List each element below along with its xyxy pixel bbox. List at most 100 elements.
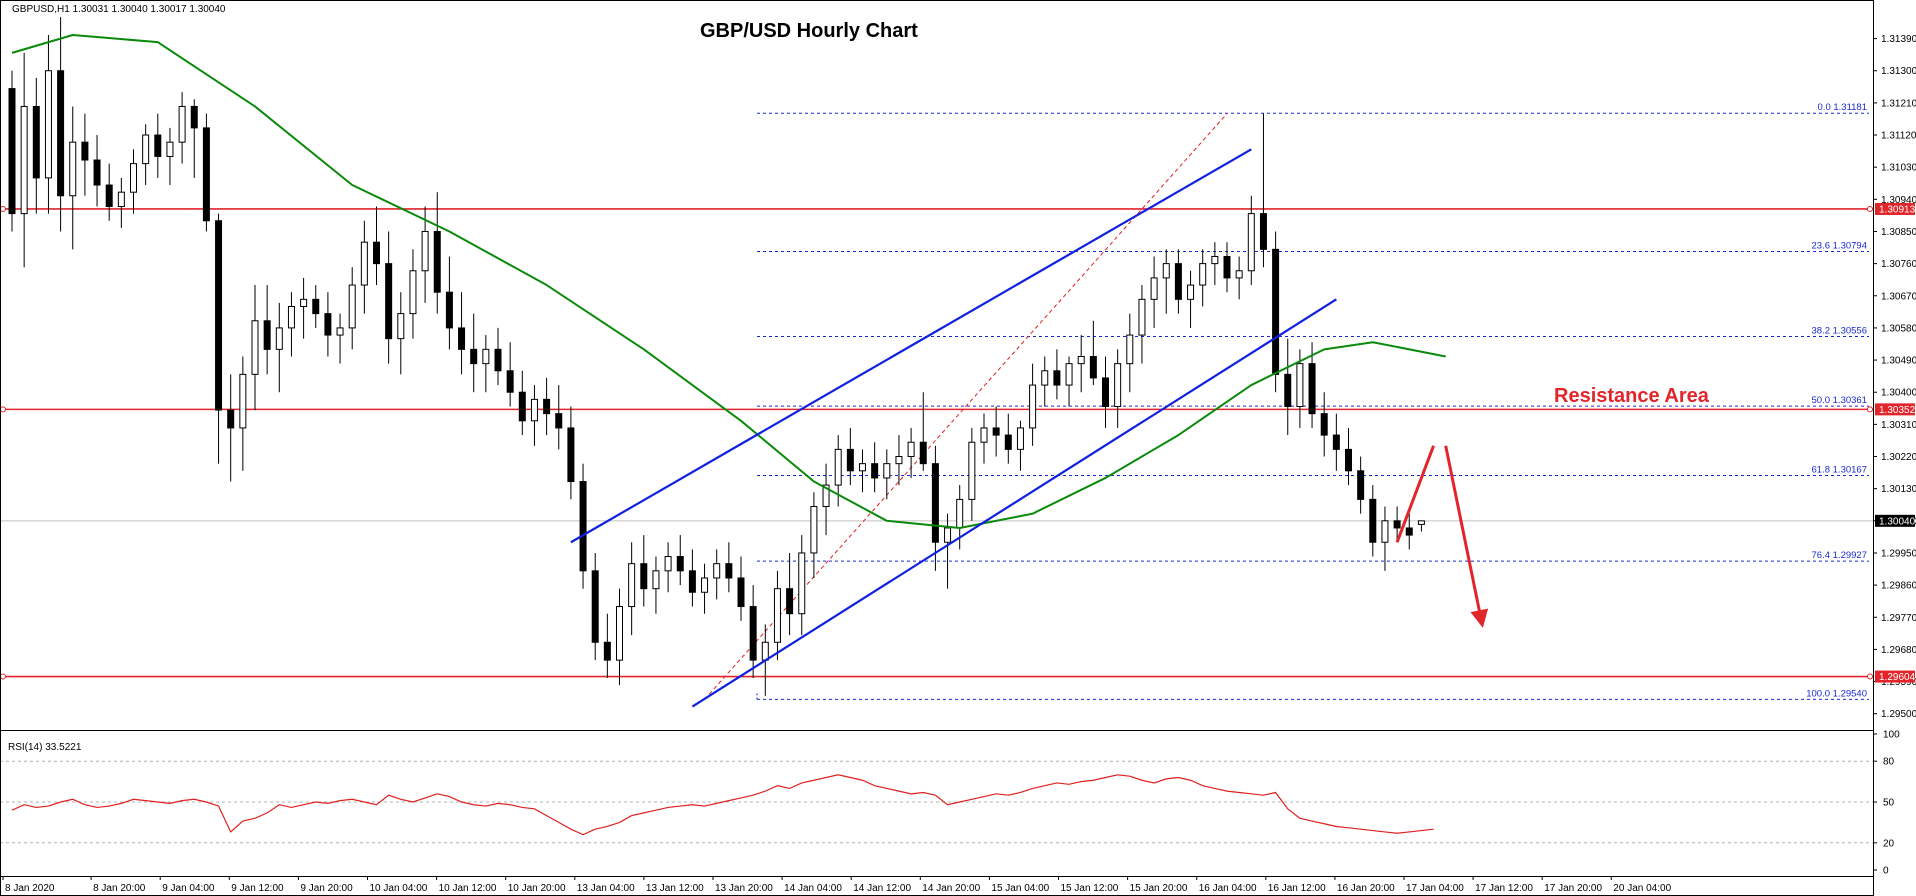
x-tick-label: 16 Jan 04:00 xyxy=(1199,883,1257,894)
x-tick-label: 16 Jan 12:00 xyxy=(1268,883,1326,894)
candle xyxy=(664,542,672,593)
candle xyxy=(1102,356,1109,428)
bull-candle-body xyxy=(798,552,806,615)
bull-candle-body xyxy=(142,134,150,165)
candle xyxy=(93,135,101,207)
bull-candle-body xyxy=(822,484,830,508)
bear-candle-body xyxy=(458,327,466,350)
bear-candle-body xyxy=(725,563,733,579)
chart-title: GBP/USD Hourly Chart xyxy=(700,20,918,42)
y-tick-label: 1.29950 xyxy=(1881,548,1916,559)
channel-upper-line xyxy=(570,148,1252,544)
level-anchor xyxy=(0,406,6,413)
candle xyxy=(1150,256,1158,328)
bull-candle-body xyxy=(287,305,295,329)
bull-candle-body xyxy=(336,327,344,336)
bear-candle-body xyxy=(1405,527,1413,536)
bull-candle-body xyxy=(251,320,259,375)
bear-candle-body xyxy=(1320,413,1328,436)
candle xyxy=(688,549,696,607)
bear-candle-body xyxy=(1102,377,1109,408)
y-tick-label: 1.29860 xyxy=(1881,581,1916,592)
candle xyxy=(482,335,490,393)
candle xyxy=(421,206,429,303)
resistance-area-label: Resistance Area xyxy=(1554,385,1709,407)
y-tick-label: 1.30760 xyxy=(1881,259,1916,270)
candle xyxy=(1138,285,1146,364)
x-tick-label: 8 Jan 20:00 xyxy=(93,883,146,894)
bull-candle-body xyxy=(178,105,186,143)
bear-candle-body xyxy=(992,427,1000,436)
candle xyxy=(822,463,830,536)
candle xyxy=(433,192,441,314)
bear-candle-body xyxy=(603,641,611,661)
candle xyxy=(1284,338,1292,436)
bear-candle-body xyxy=(57,70,65,197)
candle xyxy=(397,292,405,375)
candle xyxy=(1417,520,1425,532)
candle xyxy=(275,302,283,393)
bull-candle-body xyxy=(980,427,988,443)
bull-candle-body xyxy=(895,456,903,465)
bear-candle-body xyxy=(1259,213,1267,250)
candle xyxy=(676,535,684,586)
candle xyxy=(105,163,113,221)
candle xyxy=(385,231,393,364)
candle xyxy=(1126,313,1134,393)
candle xyxy=(202,113,210,232)
bear-candle-body xyxy=(543,398,551,415)
y-tick-label: 1.29500 xyxy=(1881,709,1916,720)
candle xyxy=(287,292,295,357)
candle xyxy=(1041,356,1049,407)
candle xyxy=(1296,349,1304,428)
bear-candle-body xyxy=(93,159,101,186)
candle xyxy=(786,552,794,636)
candle xyxy=(907,427,915,478)
bull-candle-body xyxy=(1150,277,1158,300)
candle xyxy=(154,113,162,178)
candle xyxy=(543,377,551,436)
x-tick-label: 13 Jan 20:00 xyxy=(715,883,773,894)
candle xyxy=(20,52,28,268)
candle xyxy=(1053,349,1061,400)
bear-candle-body xyxy=(749,606,757,661)
rsi-y-tick-label: 80 xyxy=(1883,757,1895,768)
rsi-y-tick-label: 20 xyxy=(1883,838,1895,849)
candle xyxy=(640,535,648,607)
y-tick-label: 1.30130 xyxy=(1881,484,1916,495)
bear-candle-body xyxy=(215,220,223,411)
bull-candle-body xyxy=(1041,370,1049,386)
candle xyxy=(871,442,879,493)
candle xyxy=(749,585,757,678)
candle xyxy=(494,327,502,386)
bear-candle-body xyxy=(688,570,696,593)
fib-diagonal xyxy=(704,113,1228,700)
bear-candle-body xyxy=(105,184,113,207)
candle xyxy=(1211,242,1219,286)
bull-candle-body xyxy=(907,441,915,458)
bull-candle-body xyxy=(713,563,721,579)
x-tick-label: 15 Jan 12:00 xyxy=(1061,883,1119,894)
x-tick-label: 14 Jan 04:00 xyxy=(784,883,842,894)
y-tick-label: 1.31030 xyxy=(1881,163,1916,174)
bull-candle-body xyxy=(482,348,490,365)
bull-candle-body xyxy=(810,506,818,554)
current-price-badge xyxy=(1875,514,1915,527)
bear-candle-body xyxy=(154,134,162,157)
x-tick-label: 10 Jan 12:00 xyxy=(439,883,497,894)
candle xyxy=(1259,113,1267,268)
bear-candle-body xyxy=(737,577,745,608)
fib-level-label: 61.8 1.30167 xyxy=(1812,464,1867,475)
bear-candle-body xyxy=(1004,434,1012,450)
bear-candle-body xyxy=(263,320,271,350)
bear-candle-body xyxy=(227,409,235,429)
fib-level-label: 23.6 1.30794 xyxy=(1812,240,1867,251)
bull-candle-body xyxy=(409,270,417,315)
bull-candle-body xyxy=(1077,355,1085,365)
fib-level-label: 0.0 1.31181 xyxy=(1818,102,1867,113)
candle xyxy=(1187,270,1195,328)
candle xyxy=(57,17,65,232)
bull-candle-body xyxy=(664,556,672,572)
bull-candle-body xyxy=(1016,427,1024,450)
candle xyxy=(992,406,1000,457)
